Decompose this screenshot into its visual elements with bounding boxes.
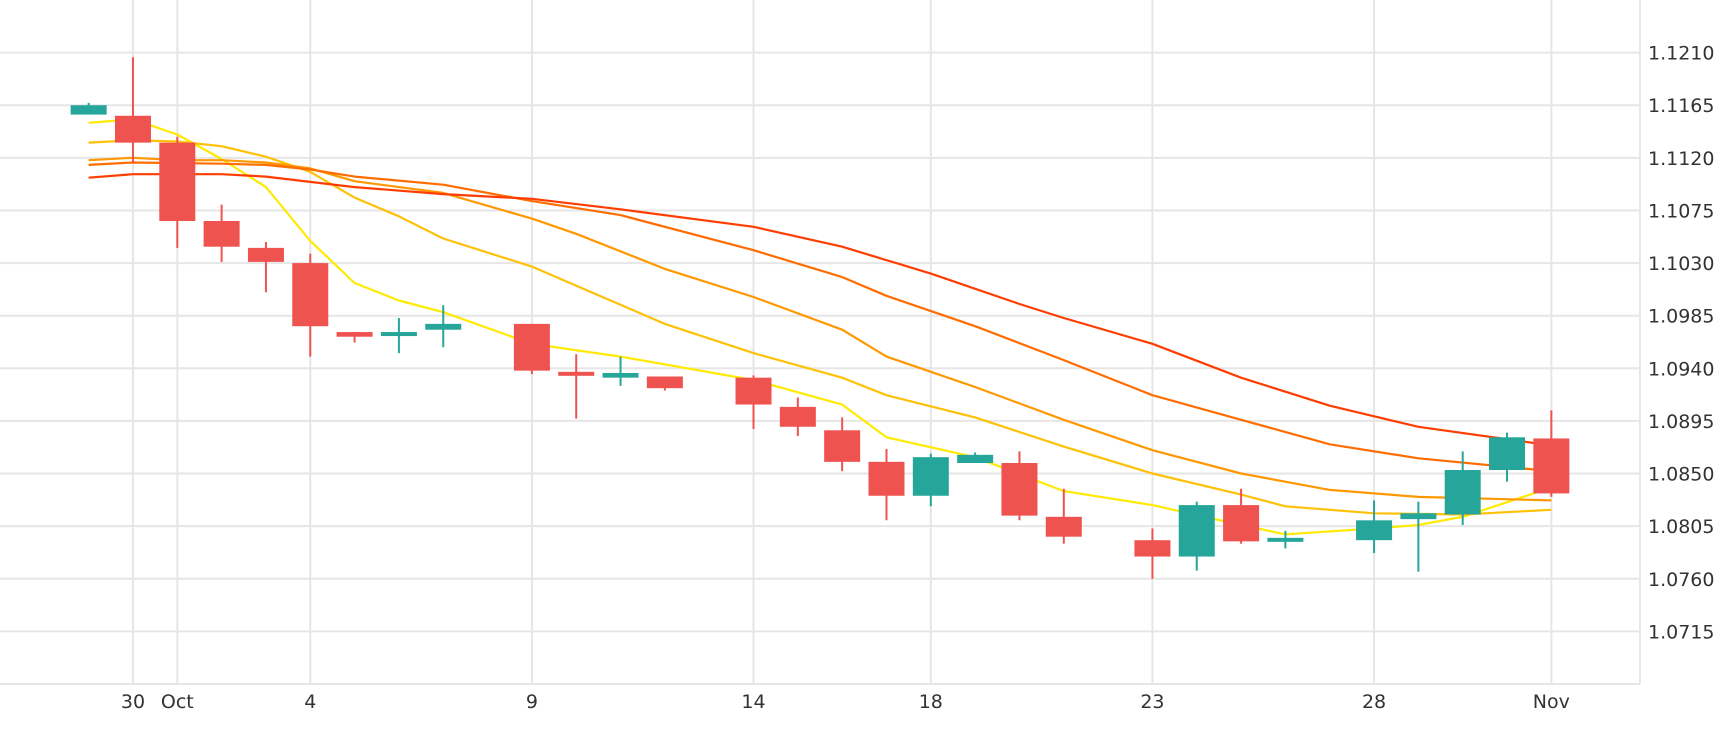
candle: [425, 305, 462, 348]
candle-body-up: [1400, 513, 1437, 520]
moving-average-line: [88, 173, 1552, 447]
moving-average-line: [88, 139, 1552, 516]
candle: [513, 323, 550, 375]
candle: [203, 204, 240, 262]
candle-body-up: [957, 454, 994, 464]
x-tick-label: 9: [526, 691, 538, 713]
candle: [70, 102, 107, 115]
candle: [1444, 451, 1481, 525]
x-tick-label: 30: [121, 691, 145, 713]
candle-body-up: [912, 457, 949, 496]
candle: [1400, 501, 1437, 572]
y-tick-label: 1.1030: [1648, 253, 1714, 275]
candle: [912, 453, 949, 507]
candle-body-up: [70, 105, 107, 115]
y-tick-label: 1.1165: [1648, 95, 1714, 117]
candle: [1356, 500, 1393, 554]
axes: 1.0715 1.0760 1.0805 1.0850 1.0895 1.0940 1.09…: [0, 0, 1714, 713]
candle-body-up: [1178, 505, 1215, 557]
candle-body-down: [336, 332, 373, 337]
x-tick-label: 28: [1362, 691, 1386, 713]
x-tick-label: 4: [304, 691, 316, 713]
x-tick-label: 23: [1140, 691, 1164, 713]
candle-body-up: [1356, 520, 1393, 541]
candle-body-down: [868, 461, 905, 496]
candle-body-down: [292, 263, 329, 327]
candle: [868, 448, 905, 521]
candle-body-up: [380, 332, 417, 337]
x-tick-label: 18: [919, 691, 943, 713]
candle: [114, 57, 151, 163]
moving-average-lines: [88, 118, 1552, 536]
candle-body-up: [1444, 470, 1481, 515]
candle: [957, 452, 994, 464]
candle: [735, 375, 772, 430]
y-tick-label: 1.0895: [1648, 411, 1714, 433]
candle-body-up: [1267, 537, 1304, 542]
candle-body-down: [1533, 438, 1570, 494]
candle-body-down: [735, 377, 772, 405]
candle-body-down: [1134, 540, 1171, 557]
x-tick-label: Nov: [1533, 691, 1570, 713]
candle: [292, 253, 329, 357]
candle: [602, 356, 639, 386]
y-tick-label: 1.0760: [1648, 569, 1714, 591]
candle-body-down: [247, 247, 284, 262]
y-tick-label: 1.1120: [1648, 148, 1714, 170]
y-tick-label: 1.0985: [1648, 306, 1714, 328]
candle: [380, 318, 417, 354]
moving-average-line: [88, 161, 1552, 473]
candle: [646, 376, 683, 391]
candle: [1223, 488, 1260, 544]
candle: [558, 354, 595, 419]
candle: [1489, 432, 1526, 482]
y-tick-label: 1.0715: [1648, 621, 1714, 643]
candle: [1533, 410, 1570, 497]
x-tick-label: Oct: [161, 691, 194, 713]
candle-body-down: [114, 115, 151, 143]
candle-body-down: [558, 371, 595, 376]
candle-body-down: [159, 142, 196, 221]
candle: [159, 136, 196, 248]
candle-body-up: [602, 372, 639, 378]
y-tick-label: 1.0940: [1648, 358, 1714, 380]
candle: [247, 242, 284, 293]
grid: [0, 0, 1640, 684]
candle-body-down: [779, 406, 816, 427]
candle-body-down: [1045, 516, 1082, 537]
candles: [70, 57, 1570, 579]
y-tick-label: 1.0850: [1648, 464, 1714, 486]
candle: [336, 332, 373, 343]
candle-body-up: [425, 323, 462, 330]
y-tick-label: 1.1075: [1648, 200, 1714, 222]
candle-body-up: [1489, 437, 1526, 471]
candle: [1178, 501, 1215, 571]
candle: [779, 397, 816, 437]
candle-body-down: [1223, 505, 1260, 542]
moving-average-line: [88, 156, 1552, 502]
candle: [824, 417, 861, 472]
x-tick-label: 14: [741, 691, 765, 713]
y-tick-label: 1.0805: [1648, 516, 1714, 538]
candle: [1001, 451, 1038, 521]
candle-body-down: [513, 323, 550, 371]
candle: [1134, 528, 1171, 579]
candle-body-down: [646, 376, 683, 389]
candle: [1045, 488, 1082, 544]
y-tick-label: 1.1210: [1648, 43, 1714, 65]
candle-body-down: [824, 430, 861, 462]
candle-body-down: [1001, 463, 1038, 516]
candle: [1267, 530, 1304, 549]
candle-body-down: [203, 220, 240, 247]
